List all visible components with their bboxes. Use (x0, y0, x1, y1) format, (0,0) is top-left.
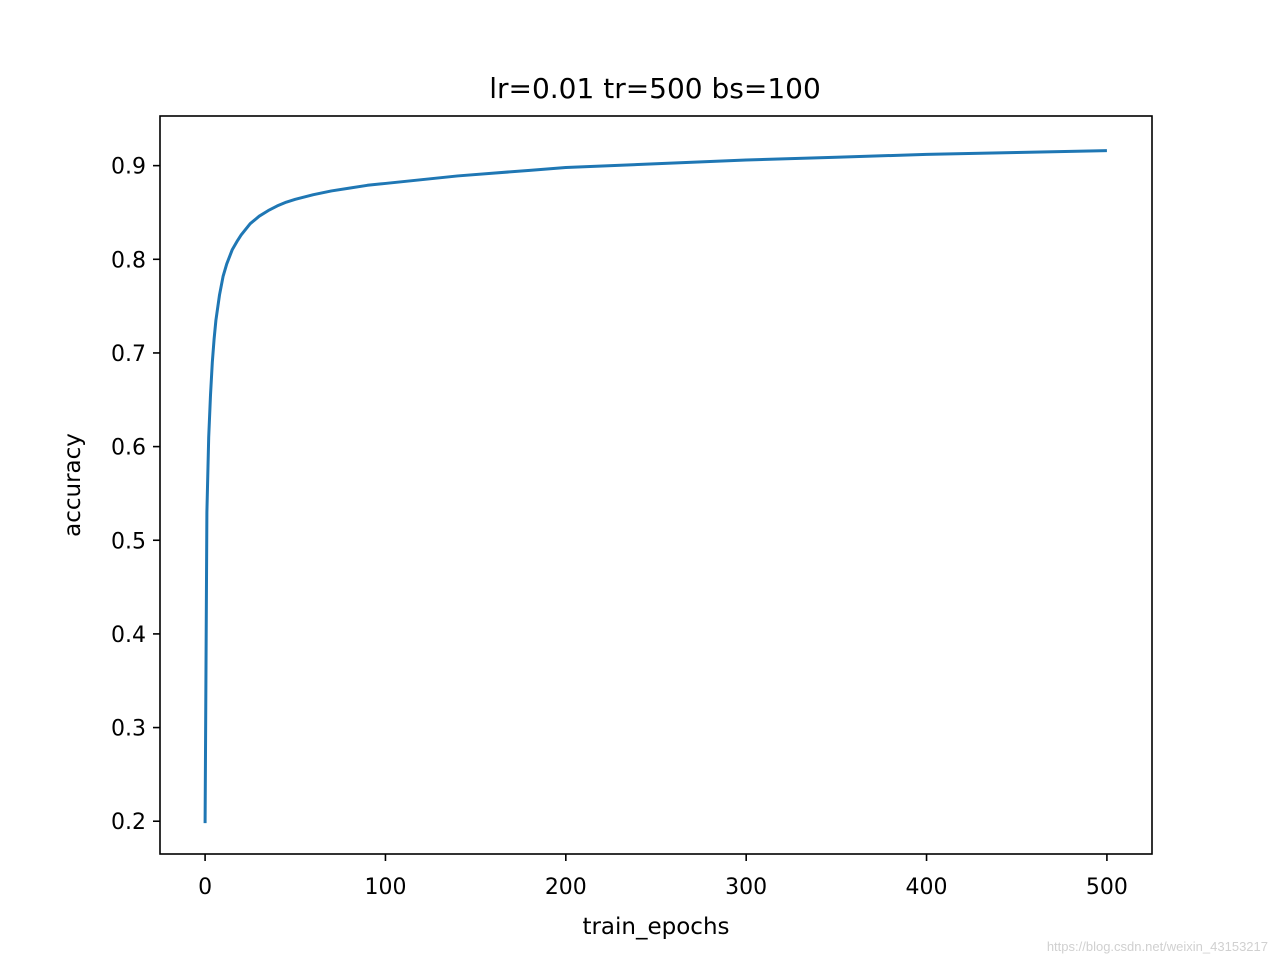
x-tick-label: 0 (198, 875, 212, 900)
y-tick-label: 0.3 (111, 717, 146, 742)
chart-title: lr=0.01 tr=500 bs=100 (489, 72, 821, 105)
x-tick-label: 500 (1086, 875, 1128, 900)
watermark: https://blog.csdn.net/weixin_43153217 (1046, 939, 1268, 954)
y-tick-label: 0.7 (111, 342, 146, 367)
y-axis: 0.2 0.3 0.4 0.5 0.6 0.7 0.8 0.9 (111, 155, 160, 835)
x-tick-label: 200 (545, 875, 587, 900)
x-axis: 0 100 200 300 400 500 (198, 854, 1128, 900)
plot-area (203, 149, 1107, 824)
series-line-0 (203, 149, 1107, 824)
y-tick-label: 0.5 (111, 529, 146, 554)
y-tick-label: 0.2 (111, 810, 146, 835)
y-axis-label: accuracy (60, 433, 86, 537)
y-tick-label: 0.8 (111, 248, 146, 273)
y-tick-label: 0.6 (111, 436, 146, 461)
x-tick-label: 100 (364, 875, 406, 900)
plot-frame (159, 115, 1153, 855)
x-axis-label: train_epochs (582, 914, 729, 940)
y-tick-label: 0.9 (111, 155, 146, 180)
x-tick-label: 300 (725, 875, 767, 900)
x-tick-label: 400 (906, 875, 948, 900)
y-tick-label: 0.4 (111, 623, 146, 648)
